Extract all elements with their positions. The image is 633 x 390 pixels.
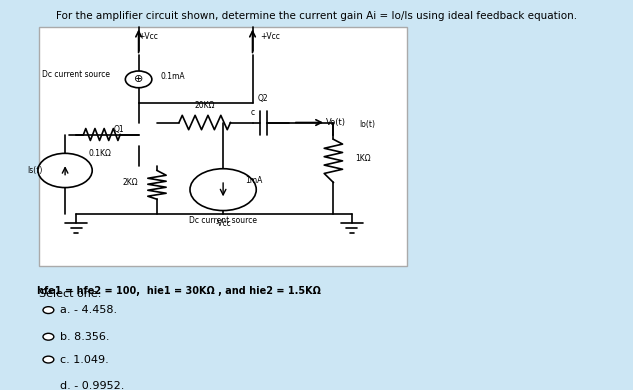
Text: Dc current source: Dc current source xyxy=(189,216,257,225)
Circle shape xyxy=(125,71,152,88)
Text: 1KΩ: 1KΩ xyxy=(355,154,371,163)
Text: Vo(t): Vo(t) xyxy=(326,118,346,127)
Text: c: c xyxy=(251,108,254,117)
Text: +Vcc: +Vcc xyxy=(260,32,280,41)
Text: 2KΩ: 2KΩ xyxy=(123,178,139,187)
Text: 0.1mA: 0.1mA xyxy=(161,73,185,82)
Text: Q1: Q1 xyxy=(113,125,124,134)
Text: ⊕: ⊕ xyxy=(134,74,143,84)
Text: Dc current source: Dc current source xyxy=(42,70,110,79)
Text: Is(t): Is(t) xyxy=(28,166,43,175)
Text: b. 8.356.: b. 8.356. xyxy=(61,332,110,342)
Text: For the amplifier circuit shown, determine the current gain Ai = Io/Is using ide: For the amplifier circuit shown, determi… xyxy=(56,11,577,21)
Circle shape xyxy=(43,356,54,363)
Circle shape xyxy=(43,307,54,314)
Circle shape xyxy=(190,169,256,211)
Text: Io(t): Io(t) xyxy=(359,121,375,129)
Circle shape xyxy=(38,153,92,188)
Text: 20KΩ: 20KΩ xyxy=(194,101,215,110)
Circle shape xyxy=(43,383,54,390)
Text: Q2: Q2 xyxy=(258,94,268,103)
FancyBboxPatch shape xyxy=(39,27,407,266)
Text: hfe1 = hfe2 = 100,  hie1 = 30KΩ , and hie2 = 1.5KΩ: hfe1 = hfe2 = 100, hie1 = 30KΩ , and hie… xyxy=(37,285,321,296)
Text: Select one:: Select one: xyxy=(39,289,102,299)
Text: -Vcc: -Vcc xyxy=(215,219,231,228)
Text: a. - 4.458.: a. - 4.458. xyxy=(61,305,118,315)
Circle shape xyxy=(43,333,54,340)
Text: 1mA: 1mA xyxy=(245,176,263,184)
Text: c. 1.049.: c. 1.049. xyxy=(61,355,110,365)
Text: 0.1KΩ: 0.1KΩ xyxy=(89,149,111,158)
Text: +Vcc: +Vcc xyxy=(139,32,158,41)
Text: d. - 0.9952.: d. - 0.9952. xyxy=(61,381,125,390)
